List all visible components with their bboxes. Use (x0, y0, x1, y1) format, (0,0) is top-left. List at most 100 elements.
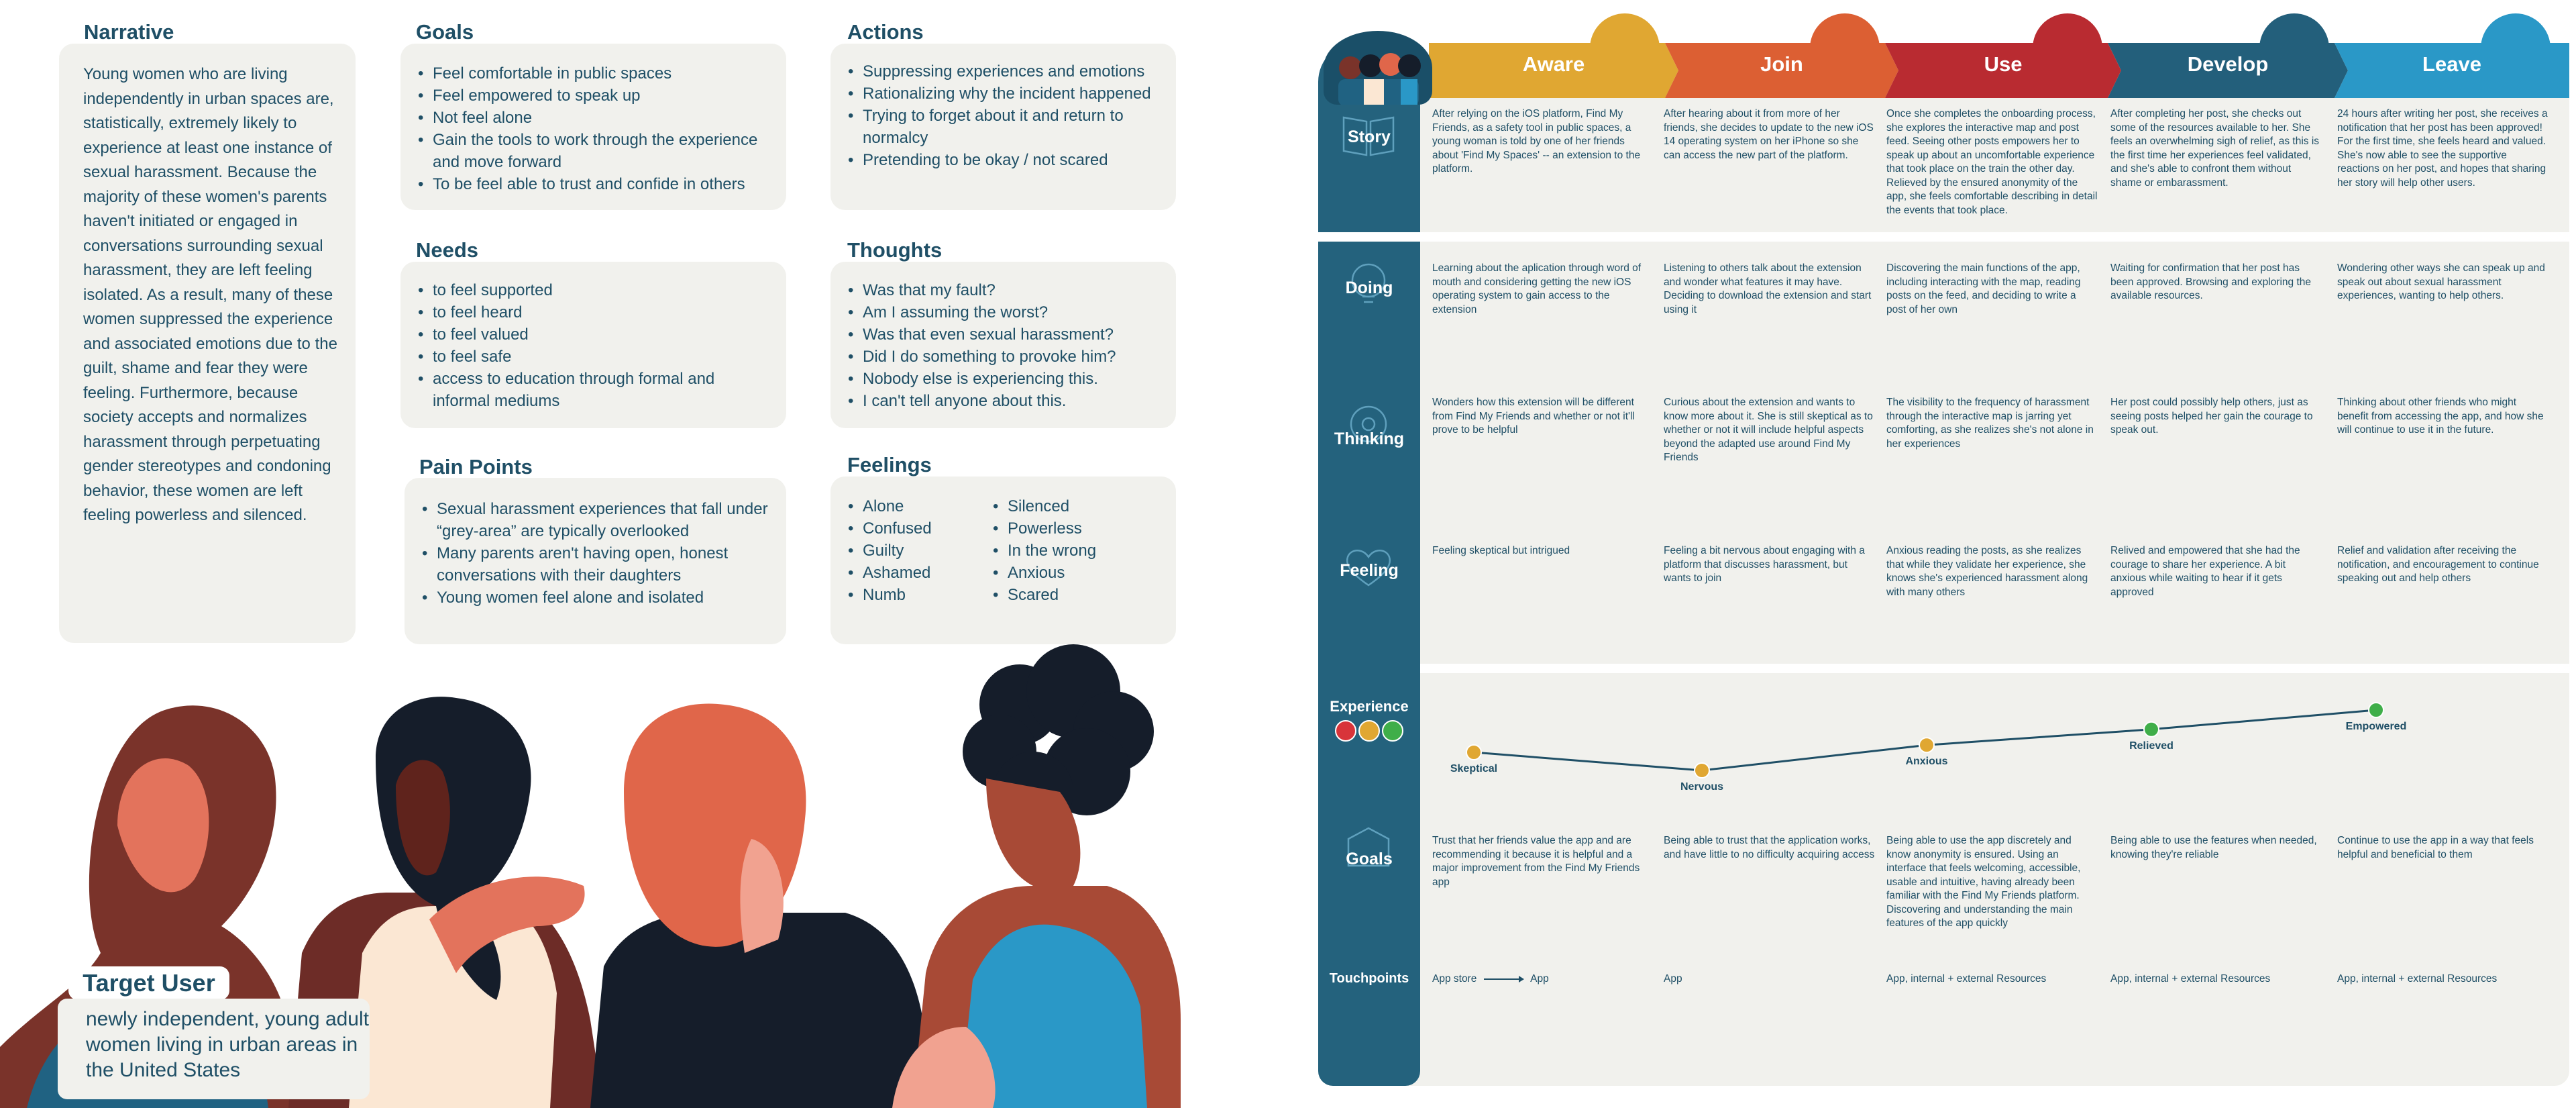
row-label-feeling: Feeling (1340, 561, 1399, 580)
touchpoints-cell-develop: App, internal + external Resources (2110, 973, 2271, 985)
heart-icon (1346, 550, 1391, 587)
sad-face-icon (1335, 720, 1356, 742)
list-item: Alone (845, 495, 979, 517)
narrative-body: Young women who are living independently… (83, 65, 337, 524)
phase-tab-develop (2108, 43, 2348, 98)
row-divider (1420, 232, 2569, 242)
touchpoints-cell-leave: App, internal + external Resources (2337, 973, 2498, 985)
row-label-touchpoints: Touchpoints (1329, 971, 1409, 986)
list-item: Suppressing experiences and emotions (845, 60, 1167, 83)
list-item: Ashamed (845, 562, 979, 584)
feeling-cell-leave: Relief and validation after receiving th… (2337, 545, 2539, 584)
list-item: to feel valued (415, 323, 751, 346)
feeling-cell-aware: Feeling skeptical but intrigued (1432, 545, 1570, 556)
list-item: Sexual harassment experiences that fall … (419, 498, 768, 542)
touchpoints-cell-use: App, internal + external Resources (1886, 973, 2047, 985)
doing-cell-join: Listening to others talk about the exten… (1664, 262, 1872, 315)
thoughts-title: Thoughts (847, 238, 943, 262)
list-item: to feel supported (415, 279, 751, 301)
feelings-title: Feelings (847, 453, 932, 476)
doing-cell-aware: Learning about the aplication through wo… (1432, 262, 1642, 315)
list-item: Numb (845, 584, 979, 606)
list-item: Was that even sexual harassment? (845, 323, 1167, 346)
goals-cell-leave: Continue to use the app in a way that fe… (2337, 835, 2534, 860)
goals-cell-develop: Being able to use the features when need… (2110, 835, 2317, 860)
phase-label-use: Use (1984, 52, 2023, 76)
pain-points-title: Pain Points (419, 455, 533, 479)
phase-label-leave: Leave (2422, 52, 2481, 76)
story-cell-aware: After relying on the iOS platform, Find … (1432, 108, 1641, 174)
pain-points-card: Sexual harassment experiences that fall … (405, 478, 786, 644)
goals-list: Feel comfortable in public spaces Feel e… (415, 62, 777, 195)
thinking-cell-develop: Her post could possibly help others, jus… (2110, 397, 2313, 436)
goals-cell-aware: Trust that her friends value the app and… (1432, 835, 1640, 888)
story-cell-leave: 24 hours after writing her post, she rec… (2337, 108, 2548, 189)
avatar (1324, 31, 1432, 105)
actions-card: Suppressing experiences and emotions Rat… (830, 44, 1176, 210)
list-item: Confused (845, 517, 979, 540)
row-divider (1318, 232, 1420, 242)
doing-cell-use: Discovering the main functions of the ap… (1886, 262, 2081, 315)
experience-point-skeptical (1466, 744, 1482, 760)
target-user-title: Target User (68, 966, 229, 1000)
phase-label-join: Join (1760, 52, 1803, 76)
list-item: Many parents aren't having open, honest … (419, 542, 768, 587)
thinking-cell-leave: Thinking about other friends who might b… (2337, 397, 2544, 436)
experience-label-empowered: Empowered (2345, 721, 2407, 732)
story-cell-join: After hearing about it from more of her … (1664, 108, 1874, 161)
thoughts-card: Was that my fault? Am I assuming the wor… (830, 262, 1176, 428)
experience-label-skeptical: Skeptical (1450, 763, 1498, 774)
story-cell-use: Once she completes the onboarding proces… (1886, 108, 2098, 216)
thinking-cell-join: Curious about the extension and wants to… (1664, 397, 1873, 463)
feelings-list-col2: Silenced Powerless In the wrong Anxious … (990, 495, 1151, 606)
list-item: Guilty (845, 540, 979, 562)
goals-cell-join: Being able to trust that the application… (1664, 835, 1875, 860)
touchpoint-from: App store (1432, 973, 1477, 985)
experience-point-nervous (1694, 762, 1710, 778)
experience-label-anxious: Anxious (1905, 756, 1948, 768)
thinking-cell-use: The visibility to the frequency of haras… (1886, 397, 2094, 450)
list-item: Silenced (990, 495, 1151, 517)
needs-card: to feel supported to feel heard to feel … (400, 262, 786, 428)
target-user-body: newly independent, young adult women liv… (58, 999, 370, 1099)
doing-cell-develop: Waiting for confirmation that her post h… (2110, 262, 2312, 301)
row-label-experience: Experience (1330, 698, 1409, 715)
list-item: Rationalizing why the incident happened (845, 83, 1167, 105)
list-item: I can't tell anyone about this. (845, 390, 1167, 412)
thoughts-list: Was that my fault? Am I assuming the wor… (845, 279, 1167, 412)
list-item: Pretending to be okay / not scared (845, 149, 1167, 171)
experience-label-relieved: Relieved (2129, 740, 2174, 752)
phase-tab-leave (2334, 43, 2569, 98)
feeling-cell-join: Feeling a bit nervous about engaging wit… (1664, 545, 1865, 584)
experience-curve (1466, 702, 2384, 778)
goals-cell-use: Being able to use the app discretely and… (1886, 835, 2081, 929)
list-item: Young women feel alone and isolated (419, 587, 768, 609)
list-item: Did I do something to provoke him? (845, 346, 1167, 368)
list-item: Was that my fault? (845, 279, 1167, 301)
neutral-face-icon (1358, 720, 1380, 742)
experience-point-relieved (2143, 721, 2159, 738)
target-icon (1347, 827, 1390, 867)
actions-list: Suppressing experiences and emotions Rat… (845, 60, 1167, 171)
row-label-thinking: Thinking (1334, 430, 1405, 448)
list-item: Scared (990, 584, 1151, 606)
list-item: Feel empowered to speak up (415, 85, 777, 107)
story-cell-develop: After completing her post, she checks ou… (2110, 108, 2320, 189)
list-item: Anxious (990, 562, 1151, 584)
phase-tab-join (1665, 43, 1898, 98)
list-item: Not feel alone (415, 107, 777, 129)
list-item: To be feel able to trust and confide in … (415, 173, 777, 195)
phase-tab-use (1885, 43, 2121, 98)
feelings-card: Alone Confused Guilty Ashamed Numb Silen… (830, 476, 1176, 644)
list-item: Nobody else is experiencing this. (845, 368, 1167, 390)
needs-list: to feel supported to feel heard to feel … (415, 279, 751, 412)
phase-tab-aware (1429, 43, 1678, 98)
list-item: Feel comfortable in public spaces (415, 62, 777, 85)
row-divider (1420, 664, 2569, 673)
list-item: Trying to forget about it and return to … (845, 105, 1167, 149)
actions-title: Actions (847, 20, 924, 44)
phase-label-aware: Aware (1522, 52, 1585, 76)
narrative-card: Young women who are living independently… (59, 44, 356, 643)
feelings-list-col1: Alone Confused Guilty Ashamed Numb (845, 495, 979, 606)
goals-title: Goals (416, 20, 474, 44)
